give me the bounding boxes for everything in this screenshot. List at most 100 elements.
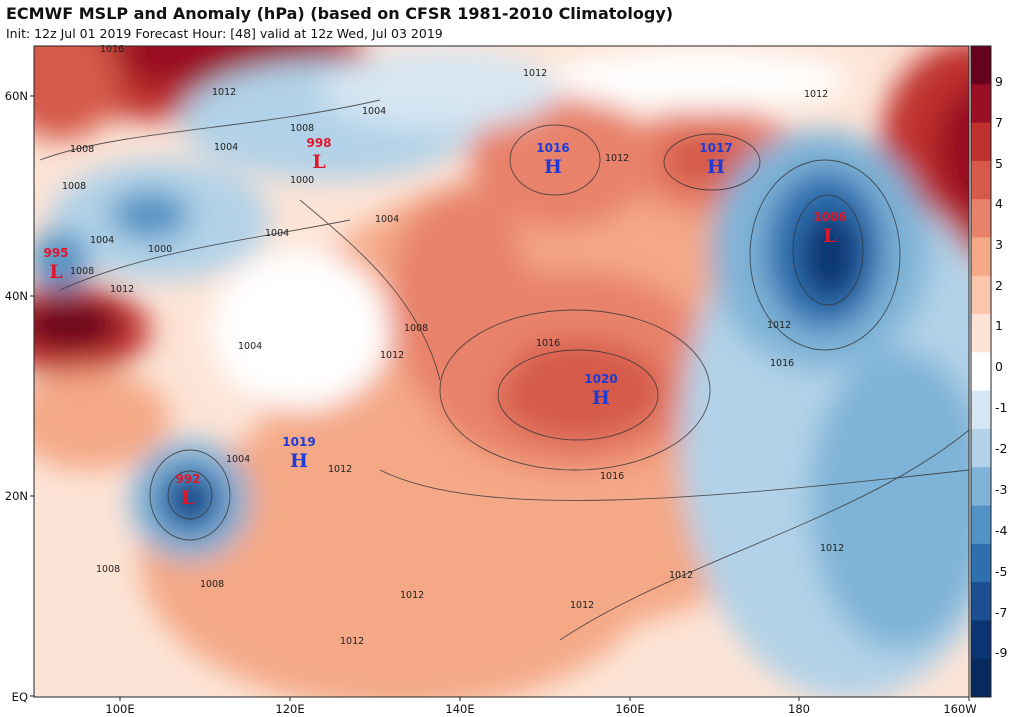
colorbar-swatch [971, 46, 991, 85]
contour-label: 1008 [404, 323, 428, 334]
low-pressure-marker: L [312, 151, 325, 173]
colorbar-swatch [971, 543, 991, 583]
lon-label-180: 180 [788, 702, 810, 716]
colorbar-swatch [971, 314, 991, 353]
colorbar-label: -1 [995, 400, 1007, 415]
colorbar-label: 3 [995, 237, 1003, 252]
lon-label-160w: 160W [943, 702, 976, 716]
contour-label: 1000 [290, 175, 314, 186]
low-pressure-marker: L [49, 261, 62, 283]
lon-label-120e: 120E [275, 702, 304, 716]
high-pressure-marker: H [544, 156, 562, 178]
contour-label: 1008 [70, 266, 94, 277]
colorbar-label: -4 [995, 523, 1008, 538]
colorbar-swatch [971, 467, 991, 507]
colorbar-swatch [971, 620, 991, 660]
lat-label-40n: 40N [5, 289, 28, 303]
colorbar: 9 7 5 4 3 2 1 0 -1 -2 -3 -4 -5 -7 -9 [970, 45, 1008, 698]
contour-label: 1016 [536, 338, 560, 349]
chart-title: ECMWF MSLP and Anomaly (hPa) (based on C… [6, 4, 674, 23]
contour-label: 1012 [767, 320, 791, 331]
lat-label-20n: 20N [5, 489, 28, 503]
contour-label: 1012 [400, 590, 424, 601]
low-pressure-marker: L [823, 225, 836, 247]
longitude-axis: 100E 120E 140E 160E 180 160W [105, 697, 977, 716]
contour-label: 1008 [70, 144, 94, 155]
pressure-center-value: 1006 [813, 210, 846, 224]
colorbar-swatch [971, 505, 991, 545]
chart-subtitle: Init: 12z Jul 01 2019 Forecast Hour: [48… [6, 26, 443, 41]
pressure-center-value: 992 [175, 472, 200, 486]
low-pressure-marker: L [181, 487, 194, 509]
lon-label-100e: 100E [105, 702, 134, 716]
colorbar-swatch [971, 122, 991, 162]
contour-label: 1000 [148, 244, 172, 255]
colorbar-label: 7 [995, 115, 1003, 130]
colorbar-swatch [971, 84, 991, 124]
lat-label-60n: 60N [5, 89, 28, 103]
high-pressure-marker: H [592, 387, 610, 409]
colorbar-label: 1 [995, 318, 1003, 333]
contour-label: 1004 [238, 341, 262, 352]
contour-label: 1012 [804, 89, 828, 100]
lon-label-140e: 140E [445, 702, 474, 716]
contour-label: 1008 [290, 123, 314, 134]
contour-label: 1004 [265, 228, 289, 239]
lon-label-160e: 160E [615, 702, 644, 716]
pressure-center-value: 995 [43, 246, 68, 260]
colorbar-label: 5 [995, 156, 1003, 171]
contour-label: 1008 [200, 579, 224, 590]
colorbar-swatch [971, 199, 991, 238]
contour-label: 1016 [100, 44, 124, 55]
pressure-center-value: 1017 [699, 141, 732, 155]
contour-label: 1012 [570, 600, 594, 611]
contour-label: 1004 [362, 106, 386, 117]
contour-label: 1008 [62, 181, 86, 192]
contour-label: 1012 [820, 543, 844, 554]
contour-labels: 1016 1012 1008 1004 1008 1004 1008 1004 1000 1004… [62, 44, 844, 647]
contour-label: 1016 [600, 471, 624, 482]
colorbar-label: -9 [995, 645, 1008, 660]
contour-label: 1012 [110, 284, 134, 295]
colorbar-label: -2 [995, 441, 1007, 456]
colorbar-label: 2 [995, 278, 1003, 293]
colorbar-swatch [971, 352, 991, 392]
high-pressure-marker: H [707, 156, 725, 178]
contour-label: 1012 [669, 570, 693, 581]
contour-label: 1004 [90, 235, 114, 246]
latitude-axis: 60N 40N 20N EQ [5, 89, 34, 704]
contour-label: 1004 [226, 454, 250, 465]
pressure-center-value: 1019 [282, 435, 315, 449]
pressure-center-value: 998 [306, 136, 331, 150]
contour-label: 1004 [375, 214, 399, 225]
lat-label-eq: EQ [12, 690, 28, 704]
colorbar-label: -5 [995, 564, 1007, 579]
chart-header: ECMWF MSLP and Anomaly (hPa) (based on C… [0, 0, 1024, 46]
high-pressure-marker: H [290, 450, 308, 472]
contour-label: 1012 [605, 153, 629, 164]
isobars [39, 99, 969, 641]
pressure-center-value: 1016 [536, 141, 569, 155]
colorbar-label: -3 [995, 482, 1007, 497]
contour-label: 1012 [340, 636, 364, 647]
contour-label: 1004 [214, 142, 238, 153]
contour-label: 1012 [212, 87, 236, 98]
colorbar-swatch [971, 658, 991, 698]
colorbar-swatch [971, 390, 991, 430]
colorbar-label: -7 [995, 605, 1007, 620]
contour-label: 1008 [96, 564, 120, 575]
colorbar-swatch [971, 275, 991, 315]
contour-label: 1012 [380, 350, 404, 361]
contour-label: 1012 [328, 464, 352, 475]
colorbar-swatch [971, 237, 991, 277]
pressure-center-value: 1020 [584, 372, 617, 386]
colorbar-swatch [971, 160, 991, 200]
colorbar-label: 9 [995, 74, 1003, 89]
colorbar-label: 4 [995, 196, 1003, 211]
colorbar-label: 0 [995, 359, 1003, 374]
colorbar-swatch [971, 428, 991, 468]
contour-label: 1016 [770, 358, 794, 369]
